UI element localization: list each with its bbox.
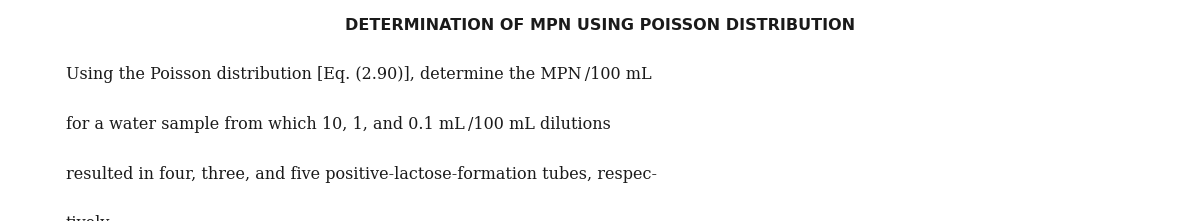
Text: Using the Poisson distribution [Eq. (2.90)], determine the MPN /100 mL: Using the Poisson distribution [Eq. (2.9… bbox=[66, 66, 652, 83]
Text: DETERMINATION OF MPN USING POISSON DISTRIBUTION: DETERMINATION OF MPN USING POISSON DISTR… bbox=[344, 18, 856, 33]
Text: resulted in four, three, and five positive-lactose-formation tubes, respec-: resulted in four, three, and five positi… bbox=[66, 166, 658, 183]
Text: tively.: tively. bbox=[66, 215, 113, 221]
Text: for a water sample from which 10, 1, and 0.1 mL /100 mL dilutions: for a water sample from which 10, 1, and… bbox=[66, 116, 611, 133]
